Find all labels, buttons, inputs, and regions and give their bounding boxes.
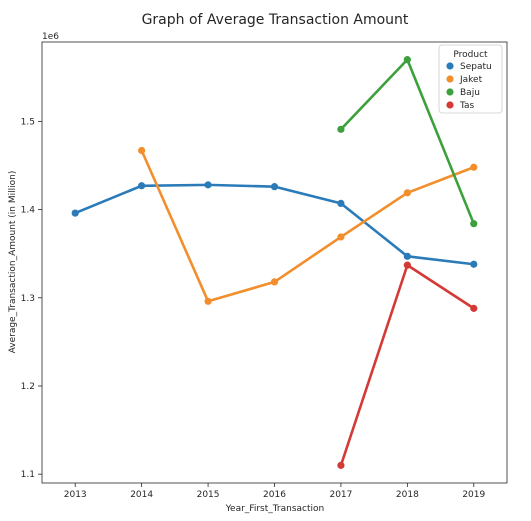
data-point-jaket (403, 189, 411, 197)
chart-title: Graph of Average Transaction Amount (142, 12, 409, 28)
y-offset-label: 1e6 (42, 32, 59, 42)
data-point-jaket (337, 233, 345, 241)
legend-marker-sepatu (446, 62, 454, 70)
x-tick-label: 2016 (263, 490, 286, 500)
y-tick-label: 1.1 (21, 470, 35, 480)
data-point-sepatu (270, 183, 279, 191)
legend-label-jaket: Jaket (459, 75, 483, 85)
data-point-sepatu (204, 181, 212, 189)
y-axis-label: Average_Transaction_Amount (in Million) (8, 171, 18, 354)
x-tick-label: 2018 (396, 490, 419, 500)
legend-box (438, 44, 503, 114)
legend-label-sepatu: Sepatu (460, 62, 492, 72)
data-point-tas (337, 461, 345, 469)
x-tick-label: 2013 (64, 490, 87, 500)
data-point-sepatu (337, 199, 345, 208)
series-line-sepatu (73, 183, 476, 266)
series-line-jaket (140, 149, 476, 303)
data-point-baju (337, 125, 345, 133)
data-point-jaket (470, 163, 478, 171)
legend-title: Product (453, 50, 488, 60)
legend-label-tas: Tas (459, 101, 475, 111)
data-point-jaket (270, 278, 279, 286)
data-point-tas (470, 304, 478, 312)
data-point-sepatu (403, 252, 411, 260)
plot-frame (41, 41, 508, 484)
x-axis-label: Year_First_Transaction (225, 504, 324, 514)
data-point-jaket (138, 146, 146, 155)
data-point-baju (470, 220, 478, 228)
plot-area: 2013 2014 2015 2016 2017 2018 2019 1.1 1.2 1.3 1.4… (21, 41, 508, 500)
data-point-tas (403, 261, 411, 269)
y-tick-label: 1.4 (21, 206, 36, 216)
data-point-baju (403, 56, 411, 64)
x-tick-label: 2015 (197, 490, 220, 500)
data-point-jaket (204, 297, 212, 305)
y-tick-label: 1.3 (21, 294, 35, 304)
y-tick-label: 1.5 (21, 117, 35, 127)
x-tick-label: 2014 (130, 490, 153, 500)
data-point-sepatu (470, 260, 478, 268)
legend-marker-baju (446, 88, 454, 96)
x-tick-label: 2019 (462, 490, 485, 500)
x-tick-label: 2017 (329, 490, 352, 500)
series-line-tas (339, 263, 476, 467)
legend-marker-jaket (446, 75, 454, 83)
data-point-sepatu (71, 209, 79, 217)
data-point-sepatu (138, 182, 146, 190)
legend-marker-tas (446, 101, 454, 109)
legend-label-baju: Baju (460, 88, 480, 98)
y-tick-label: 1.2 (21, 382, 35, 392)
